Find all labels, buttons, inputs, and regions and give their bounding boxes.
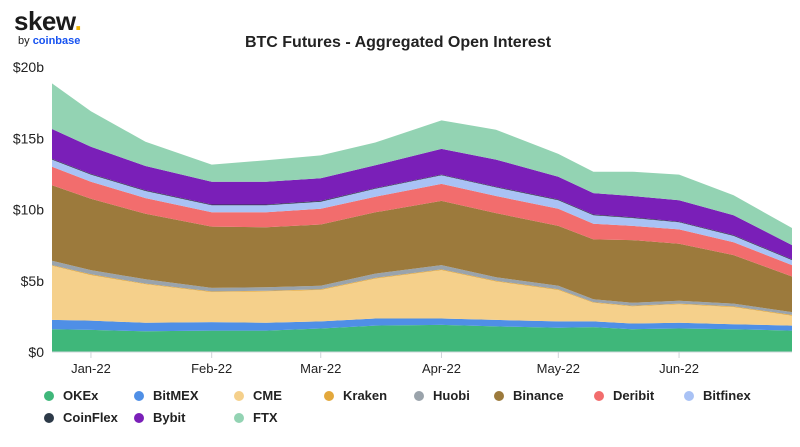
area-okex: [52, 324, 792, 352]
logo-byline: by coinbase: [18, 35, 81, 47]
legend-item-bitmex[interactable]: BitMEX: [134, 388, 199, 403]
x-tick-label: Apr-22: [422, 361, 461, 376]
legend-label: Binance: [513, 388, 564, 403]
area-bybit: [52, 129, 792, 260]
legend-dot-icon: [234, 391, 244, 401]
legend-item-binance[interactable]: Binance: [494, 388, 564, 403]
area-cme: [52, 265, 792, 326]
legend-label: CME: [253, 388, 282, 403]
legend-dot-icon: [684, 391, 694, 401]
legend-label: CoinFlex: [63, 410, 118, 425]
y-tick-label: $15b: [13, 130, 44, 146]
legend-dot-icon: [44, 391, 54, 401]
area-coinflex: [52, 158, 792, 261]
legend-label: Bybit: [153, 410, 186, 425]
legend-item-ftx[interactable]: FTX: [234, 410, 278, 425]
logo-wordmark: skew.: [14, 6, 82, 36]
legend-dot-icon: [414, 391, 424, 401]
area-bitfinex: [52, 159, 792, 266]
legend-label: Kraken: [343, 388, 388, 403]
legend-item-deribit[interactable]: Deribit: [594, 388, 654, 403]
legend-dot-icon: [494, 391, 504, 401]
legend-item-coinflex[interactable]: CoinFlex: [44, 410, 118, 425]
y-tick-label: $20b: [13, 59, 44, 75]
skew-logo: skew. by coinbase: [14, 6, 82, 47]
legend-item-kraken[interactable]: Kraken: [324, 388, 387, 403]
stacked-areas: [52, 83, 792, 352]
legend-label: FTX: [253, 410, 278, 425]
legend-label: Huobi: [433, 388, 470, 403]
area-huobi: [52, 260, 792, 315]
area-ftx: [52, 83, 792, 246]
y-tick-label: $0: [28, 344, 44, 360]
legend-dot-icon: [594, 391, 604, 401]
y-axis: $0 $5b $10b $15b $20b: [13, 59, 44, 360]
legend-dot-icon: [234, 413, 244, 423]
legend-label: BitMEX: [153, 388, 199, 403]
legend-item-huobi[interactable]: Huobi: [414, 388, 470, 403]
legend-item-bitfinex[interactable]: Bitfinex: [684, 388, 751, 403]
legend-item-cme[interactable]: CME: [234, 388, 282, 403]
legend-label: Deribit: [613, 388, 655, 403]
legend-dot-icon: [44, 413, 54, 423]
x-axis: Jan-22 Feb-22 Mar-22 Apr-22 May-22 Jun-22: [71, 352, 699, 376]
legend-label: Bitfinex: [703, 388, 751, 403]
legend-label: OKEx: [63, 388, 99, 403]
legend-dot-icon: [134, 413, 144, 423]
legend-item-okex[interactable]: OKEx: [44, 388, 98, 403]
x-tick-label: Feb-22: [191, 361, 232, 376]
area-deribit: [52, 166, 792, 277]
y-tick-label: $10b: [13, 202, 44, 218]
x-tick-label: Jun-22: [659, 361, 699, 376]
y-tick-label: $5b: [21, 273, 45, 289]
chart-title: BTC Futures - Aggregated Open Interest: [245, 34, 552, 51]
legend-dot-icon: [324, 391, 334, 401]
x-tick-label: May-22: [537, 361, 580, 376]
legend-dot-icon: [134, 391, 144, 401]
area-kraken: [52, 265, 792, 316]
area-bitmex: [52, 318, 792, 332]
legend-item-bybit[interactable]: Bybit: [134, 410, 186, 425]
x-tick-label: Mar-22: [300, 361, 341, 376]
x-tick-label: Jan-22: [71, 361, 111, 376]
area-binance: [52, 185, 792, 313]
